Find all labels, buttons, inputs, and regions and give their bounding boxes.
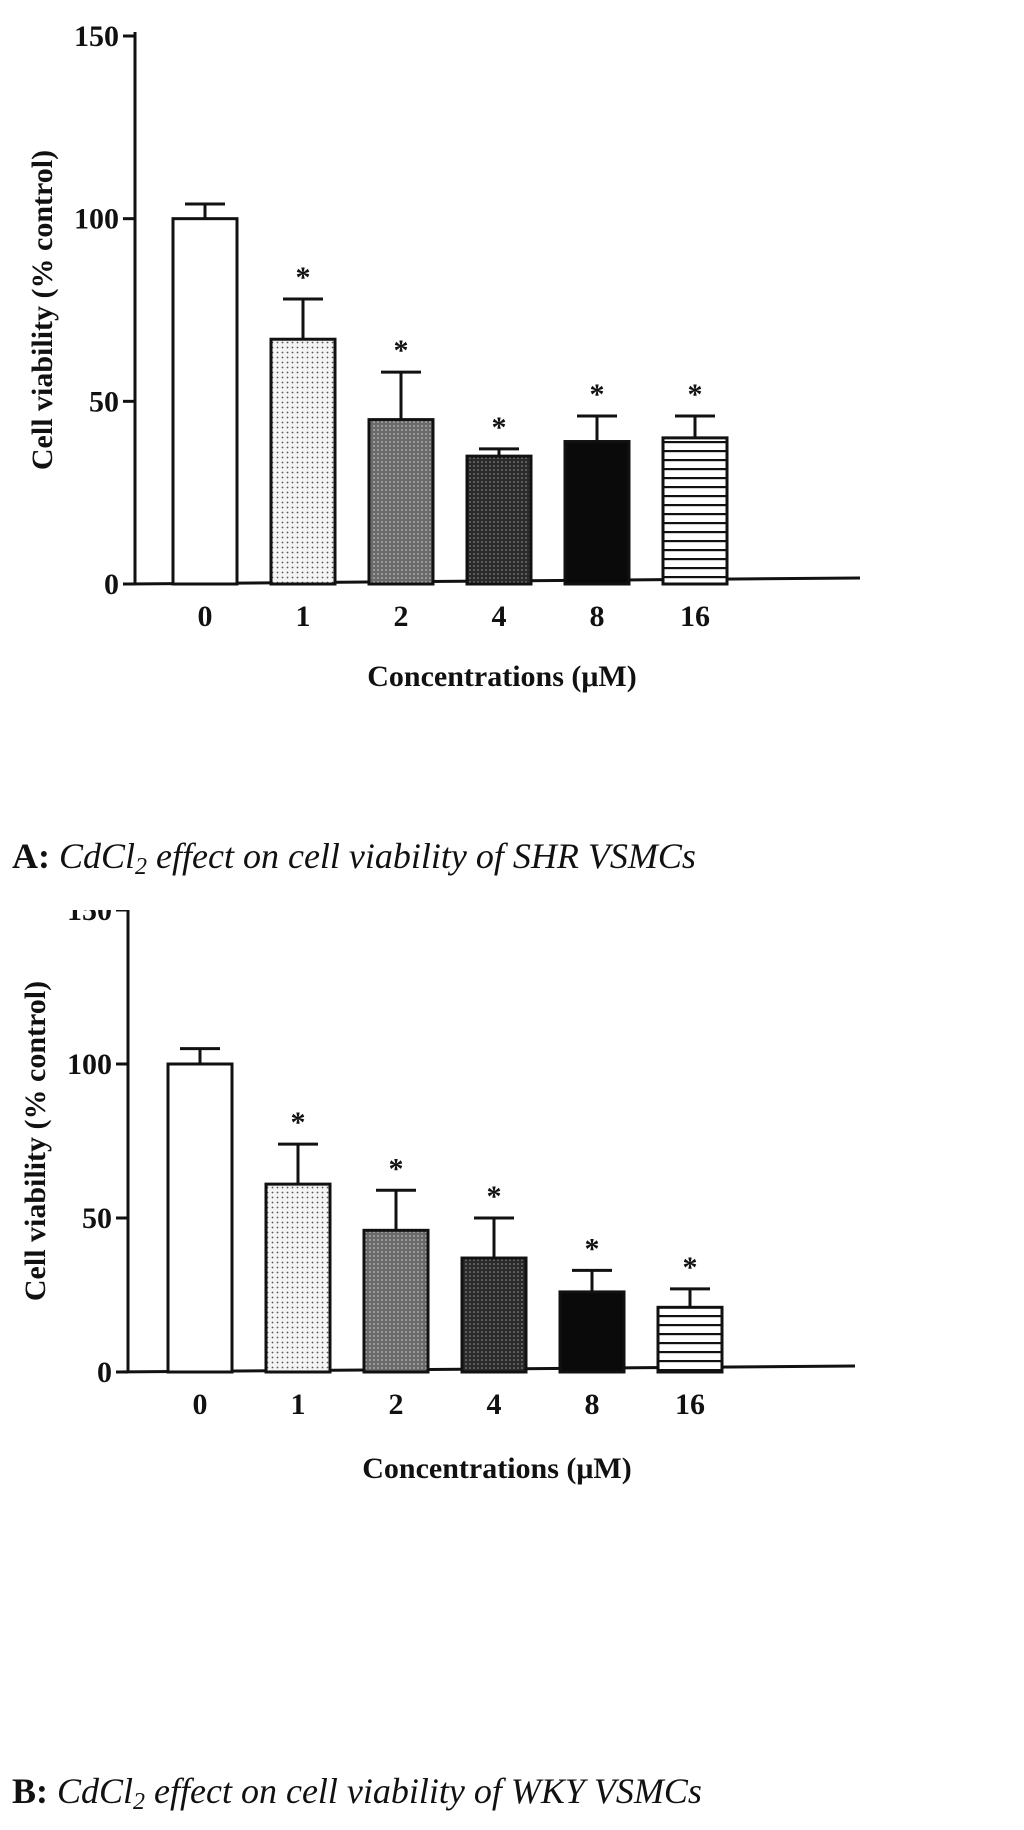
y-tick-label: 50 — [89, 385, 119, 418]
x-tick-label-1: 1 — [296, 600, 311, 633]
significance-star-4: * — [487, 1180, 502, 1213]
bar-1 — [269, 337, 337, 586]
chart-panel-b: 0 50 100 150 Cell viability (% control) 0 * 1 * 2… — [0, 910, 1024, 1830]
caption-b-text-post: effect on cell viability of WKY VSMCs — [145, 1771, 702, 1811]
significance-star-1: * — [296, 261, 311, 294]
bar-4 — [465, 454, 533, 586]
y-tick-label: 150 — [67, 910, 112, 927]
caption-a-text-post: effect on cell viability of SHR VSMCs — [147, 836, 696, 876]
y-tick-label: 0 — [97, 1356, 112, 1389]
caption-b-text-pre: CdCl — [57, 1771, 134, 1811]
x-tick-label-8: 8 — [590, 600, 605, 633]
y-tick-label: 100 — [74, 203, 119, 236]
significance-star-2: * — [389, 1152, 404, 1185]
significance-star-2: * — [394, 334, 409, 367]
bar-8 — [563, 440, 631, 586]
caption-b: B: CdCl2 effect on cell viability of WKY… — [12, 1770, 702, 1816]
significance-star-8: * — [585, 1232, 600, 1265]
bar-0 — [171, 217, 239, 586]
chart-panel-a: 0 50 100 150 Cell viability (% control) 0 * 1 * 2… — [0, 0, 1024, 900]
significance-star-16: * — [688, 378, 703, 411]
caption-b-subscript: 2 — [133, 1789, 146, 1815]
y-tick-label: 100 — [67, 1048, 112, 1081]
x-tick-label-2: 2 — [394, 600, 409, 633]
x-tick-label-16: 16 — [675, 1388, 705, 1421]
significance-star-4: * — [492, 411, 507, 444]
chart-b: 0 50 100 150 Cell viability (% control) 0 * 1 * 2… — [19, 910, 856, 1485]
x-tick-label-1: 1 — [291, 1388, 306, 1421]
bar-16 — [656, 1305, 724, 1374]
bar-8 — [558, 1290, 626, 1374]
caption-a-panel-label: A: — [12, 836, 50, 876]
bar-16 — [661, 436, 729, 586]
bar-2 — [367, 418, 435, 586]
x-axis-label: Concentrations (μM) — [362, 1452, 631, 1485]
y-tick-label: 50 — [82, 1202, 112, 1235]
significance-star-1: * — [291, 1106, 306, 1139]
significance-star-8: * — [590, 378, 605, 411]
x-axis-label: Concentrations (μM) — [367, 660, 636, 693]
caption-a: A: CdCl2 effect on cell viability of SHR… — [12, 835, 696, 881]
y-tick-label: 0 — [104, 568, 119, 601]
caption-b-panel-label: B: — [12, 1771, 48, 1811]
caption-a-text-pre: CdCl — [59, 836, 136, 876]
x-tick-label-4: 4 — [492, 600, 507, 633]
x-tick-label-0: 0 — [193, 1388, 208, 1421]
y-axis-label: Cell viability (% control) — [19, 981, 52, 1301]
bar-0 — [166, 1062, 234, 1374]
caption-a-subscript: 2 — [135, 854, 148, 880]
bar-2 — [362, 1228, 430, 1374]
chart-a: 0 50 100 150 Cell viability (% control) 0 * 1 * 2… — [26, 20, 861, 693]
x-tick-label-16: 16 — [680, 600, 710, 633]
x-tick-label-0: 0 — [198, 600, 213, 633]
y-axis-label: Cell viability (% control) — [26, 150, 59, 470]
bar-1 — [264, 1182, 332, 1374]
y-tick-label: 150 — [74, 20, 119, 53]
bar-4 — [460, 1256, 528, 1374]
significance-star-16: * — [683, 1251, 698, 1284]
x-tick-label-2: 2 — [389, 1388, 404, 1421]
x-tick-label-4: 4 — [487, 1388, 502, 1421]
x-tick-label-8: 8 — [585, 1388, 600, 1421]
